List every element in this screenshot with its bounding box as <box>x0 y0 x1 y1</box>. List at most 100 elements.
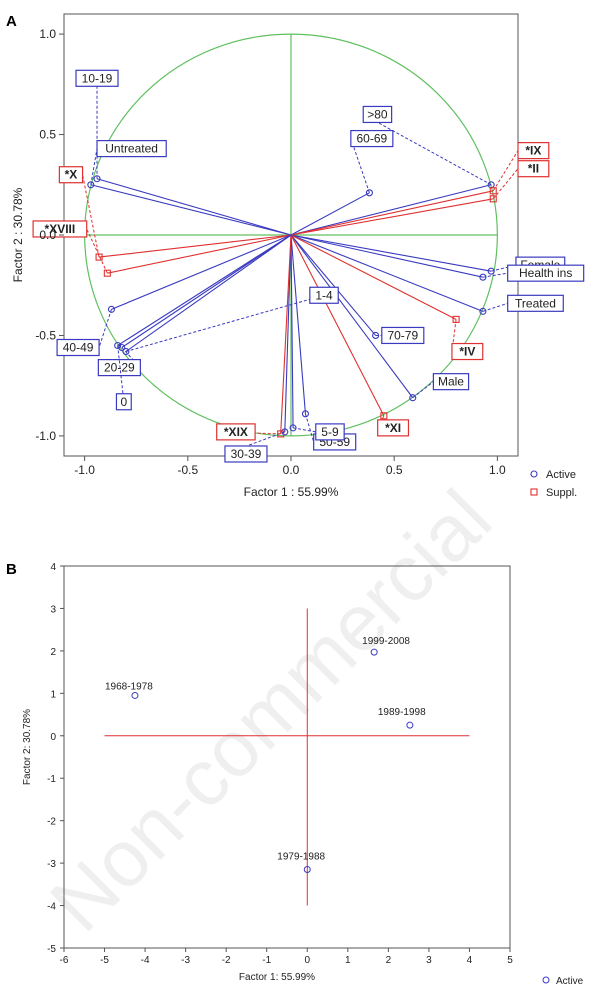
x-tick-label: 1 <box>345 955 351 966</box>
panel-b-plot-frame <box>63 565 511 949</box>
panel-a: A 10-19Untreated60-69>80*IX*IIFemaleHeal… <box>6 13 585 499</box>
leader-5-9 <box>292 427 316 433</box>
leader-30-39 <box>224 431 285 455</box>
label-box-80 <box>362 105 393 124</box>
label-box-1-4 <box>309 286 339 304</box>
panel-b-label: B <box>6 561 17 578</box>
y-tick-label: -1 <box>47 774 56 785</box>
legend-marker-active <box>542 976 550 984</box>
point-60-69 <box>365 189 373 197</box>
vector-untreated <box>90 184 292 236</box>
label-1968-1978: 1968-1978 <box>105 681 153 692</box>
x-tick-label: 5 <box>507 955 513 966</box>
vector-female <box>290 234 492 272</box>
vector-40-49 <box>111 234 292 310</box>
y-tick-label: 0.5 <box>39 128 56 142</box>
y-tick-label: -5 <box>47 944 56 955</box>
point-5-9 <box>289 424 297 432</box>
x-tick-label: -5 <box>100 955 109 966</box>
y-tick-label: -3 <box>47 859 56 870</box>
vector-50-59 <box>290 234 306 414</box>
label-box-ii <box>517 160 550 178</box>
panel-a-y-axis-label: Factor 2 : 30.78% <box>11 187 25 282</box>
leader-health-ins <box>482 272 508 278</box>
x-tick-label: 1.0 <box>489 463 506 477</box>
label-male: Male <box>438 375 464 389</box>
label-box-70-79 <box>381 326 425 345</box>
label-5-9: 5-9 <box>321 425 339 439</box>
panel-b: B 1968-1978 1999-2008 1989-1998 1979-1988 -… <box>6 561 584 987</box>
legend-label-suppl: Suppl. <box>546 487 577 499</box>
y-tick-label: 2 <box>50 647 56 658</box>
label-xix: *XIX <box>224 425 248 439</box>
y-tick-label: -2 <box>47 817 56 828</box>
label-untreated: Untreated <box>105 142 158 156</box>
leader-xviii <box>86 228 108 274</box>
label-40-49: 40-49 <box>63 341 94 355</box>
vector-male <box>290 234 414 399</box>
y-tick-label: 3 <box>50 604 56 615</box>
panel-a-x-axis-label: Factor 1 : 55.99% <box>244 485 339 499</box>
leader-untreated <box>90 148 98 185</box>
y-tick-label: -1.0 <box>35 429 56 443</box>
label-box-0 <box>115 393 132 411</box>
point-x <box>95 253 103 261</box>
y-tick-label: 0 <box>50 732 56 743</box>
vector-0 <box>117 234 292 346</box>
vector-10-19 <box>96 178 292 236</box>
vector-xi <box>290 234 385 417</box>
label-1989-1998: 1989-1998 <box>378 707 426 718</box>
label-1979-1988: 1979-1988 <box>277 851 325 862</box>
vector-5-9 <box>290 234 294 428</box>
leader-40-49 <box>98 309 112 348</box>
label-box-5-9 <box>315 423 345 441</box>
vector-xix <box>280 234 292 434</box>
point-untreated <box>87 181 95 189</box>
label-box-treated <box>507 294 564 312</box>
label-10-19: 10-19 <box>82 71 113 85</box>
leader-ix <box>492 150 519 192</box>
vector-60-69 <box>290 192 370 236</box>
y-tick-label: 1.0 <box>39 27 56 41</box>
label-box-iv <box>451 342 484 361</box>
x-tick-label: 4 <box>467 955 473 966</box>
label-box-30-39 <box>224 445 268 463</box>
vector-80 <box>290 184 492 236</box>
label-70-79: 70-79 <box>387 328 418 342</box>
legend-label-active: Active <box>546 469 576 481</box>
x-tick-label: -0.5 <box>177 463 198 477</box>
label-box-60-69 <box>350 129 394 148</box>
label-box-health-ins <box>507 264 585 282</box>
leader-treated <box>482 302 508 312</box>
x-tick-label: 0 <box>304 955 310 966</box>
point-1-4 <box>122 347 130 356</box>
leader-ii <box>492 168 519 200</box>
legend-marker-suppl <box>530 488 538 496</box>
label-box-x <box>58 166 84 184</box>
vector-ix <box>290 190 494 236</box>
panel-a-label: A <box>6 13 17 30</box>
label-box-xviii <box>32 220 88 238</box>
label-box-male <box>432 373 470 391</box>
label-30-39: 30-39 <box>231 447 262 461</box>
x-tick-label: -1 <box>262 955 271 966</box>
label-20-29: 20-29 <box>104 361 135 375</box>
y-tick-label: 1 <box>50 689 56 700</box>
label-box-10-19 <box>75 69 119 87</box>
vector-health-ins <box>290 234 484 278</box>
label-box-xix <box>216 423 256 441</box>
point-male <box>409 394 417 402</box>
label-80: >80 <box>367 107 388 121</box>
point-treated <box>479 307 487 315</box>
leader-1-4 <box>125 294 325 353</box>
label-1999-2008: 1999-2008 <box>362 636 410 647</box>
vector-x <box>99 234 292 258</box>
point-1999-2008 <box>370 648 378 656</box>
leader-60-69 <box>350 138 370 193</box>
label-box-ix <box>517 142 550 160</box>
leader-50-59 <box>304 413 315 443</box>
x-tick-label: 3 <box>426 955 432 966</box>
label-60-69: 60-69 <box>356 132 387 146</box>
label-1-4: 1-4 <box>315 288 333 302</box>
